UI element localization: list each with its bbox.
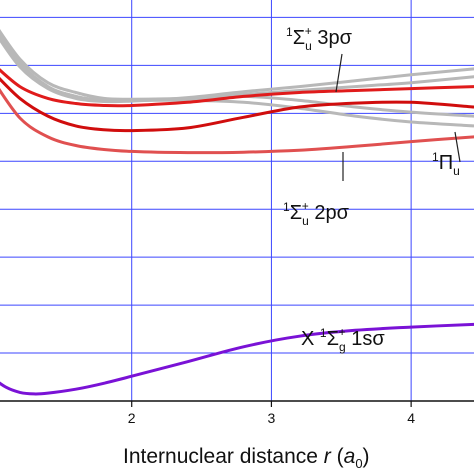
x-tick-label-1: 3 xyxy=(268,410,276,426)
label-3psigma: 1Σu+ 3pσ xyxy=(286,24,353,53)
series-line-red-lower xyxy=(0,88,474,155)
label-2psigma: 1Σu+ 2pσ xyxy=(283,199,350,228)
label-pi: 1Πu xyxy=(432,150,460,178)
leader-pi xyxy=(454,131,461,163)
series-line-ground-state xyxy=(0,322,474,396)
x-axis-title: Internuclear distance r (a0) xyxy=(123,445,370,471)
leader-3psigma xyxy=(335,53,343,93)
x-ticks: 2 3 4 xyxy=(128,401,415,426)
x-tick-label-0: 2 xyxy=(128,410,136,426)
series-line-red-middle xyxy=(0,77,474,133)
label-ground: X 1Σg+ 1sσ xyxy=(301,325,385,354)
series-line-red-upper xyxy=(0,68,474,108)
series-line-gray4 xyxy=(0,32,474,128)
x-tick-label-2: 4 xyxy=(407,410,415,426)
leader-lines xyxy=(335,53,461,181)
grid-lines xyxy=(0,0,474,402)
series-layer xyxy=(0,28,474,396)
